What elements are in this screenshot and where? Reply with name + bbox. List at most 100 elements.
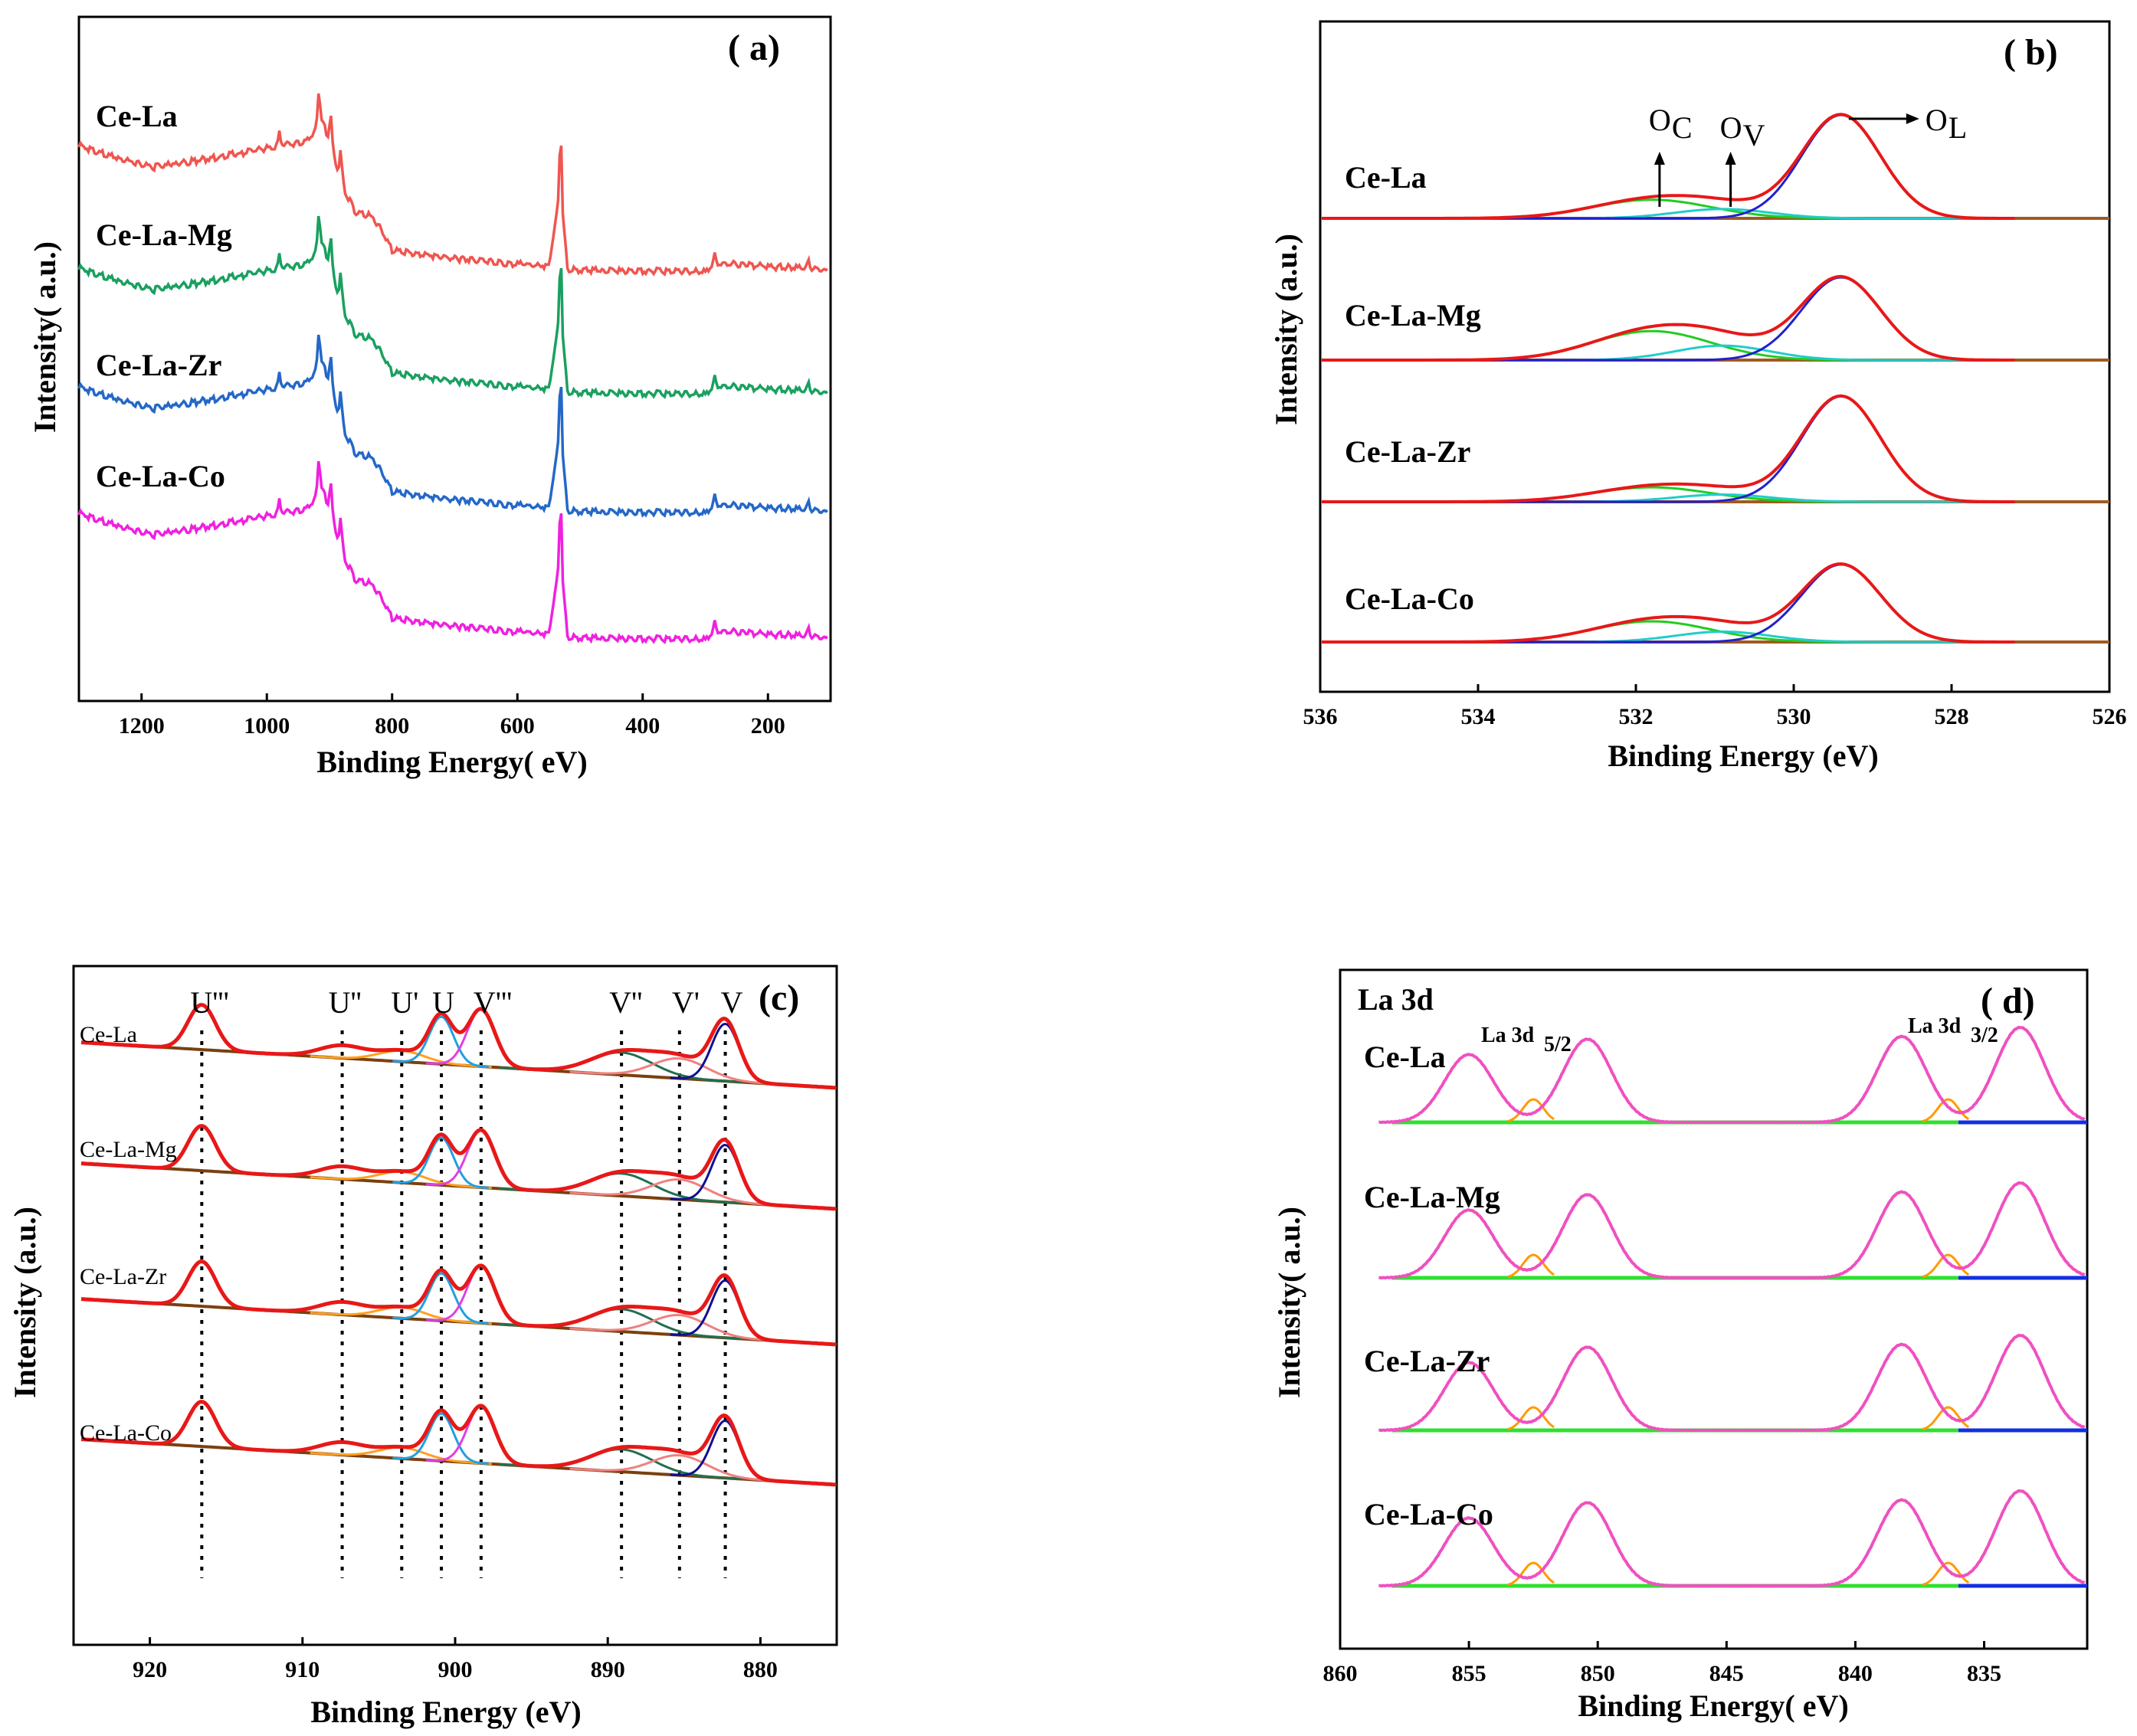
fit-component: [1507, 1253, 1555, 1279]
peak-label: U': [391, 985, 418, 1020]
envelope-line: [1378, 1333, 2086, 1433]
peak-label: V': [672, 985, 700, 1020]
panel-c-series-labels: Ce-La Ce-La-Mg Ce-La-Zr Ce-La-Co: [80, 1022, 177, 1446]
x-tick-label: 850: [1581, 1661, 1615, 1686]
x-tick-label: 600: [500, 713, 535, 739]
panel-d-frame: [1339, 968, 2089, 1650]
series-label: Ce-La-Co: [1364, 1497, 1493, 1531]
x-tick-label: 532: [1619, 704, 1654, 729]
peak-label: U''': [190, 985, 229, 1020]
fit-component: [392, 1015, 489, 1069]
x-tick-label: 845: [1709, 1661, 1744, 1686]
panel-d-label: ( d): [1981, 981, 2035, 1021]
panel-a-y-axis-label: Intensity( a.u.): [28, 241, 62, 433]
peak-annotation-sub: L: [1949, 110, 1967, 145]
fit-component: [1507, 1098, 1555, 1123]
series-label: Ce-La: [1364, 1040, 1446, 1074]
series-label: Ce-La: [96, 99, 178, 133]
panel-d-series: [1378, 1025, 2087, 1588]
fit-component: [1507, 1406, 1555, 1431]
panel-a-series: [77, 93, 828, 644]
x-tick-label: 526: [2093, 704, 2127, 729]
series-label: Ce-La: [80, 1022, 137, 1047]
fit-component: [1507, 1561, 1555, 1587]
x-tick-label: 534: [1461, 704, 1496, 729]
panel-d-x-ticks: 860 855 850 845 840 835: [1323, 1641, 2001, 1686]
panel-c-x-axis-label: Binding Energy (eV): [310, 1695, 581, 1729]
envelope-line: [1359, 113, 2015, 220]
peak-annotation-sub: V: [1743, 118, 1765, 152]
x-tick-label: 200: [751, 713, 785, 739]
envelope-line: [1359, 274, 2015, 362]
series-label: Ce-La-Co: [96, 459, 225, 493]
series-label: Ce-La-Mg: [1364, 1180, 1500, 1214]
panel-b-y-axis-label: Intensity (a.u.): [1269, 234, 1303, 425]
panel-c-ce3d-spectrum: (c) 920 910 900 890 880 Ce-La Ce-La-Mg Ce-La-Z…: [8, 965, 838, 1729]
envelope-line: [80, 1400, 836, 1487]
fit-component: [1359, 620, 2015, 644]
x-tick-label: 1000: [244, 713, 290, 739]
x-tick-label: 800: [375, 713, 409, 739]
envelope-line: [80, 1259, 836, 1347]
x-tick-label: 900: [438, 1657, 473, 1682]
fit-component: [392, 1272, 489, 1325]
series-line-ce-la-mg: [77, 215, 828, 399]
panel-d-series-labels: Ce-La Ce-La-Mg Ce-La-Zr Ce-La-Co: [1364, 1040, 1500, 1531]
series-label: Ce-La-Mg: [80, 1137, 177, 1162]
series-label: Ce-La-Mg: [1345, 298, 1481, 332]
envelope-line: [80, 1124, 836, 1211]
series-line-ce-la-co: [77, 460, 828, 644]
fit-component: [569, 1178, 788, 1207]
peak-annotation: O: [1926, 103, 1948, 137]
x-tick-label: 528: [1935, 704, 1969, 729]
arrow-head: [1906, 113, 1919, 124]
envelope-line: [80, 1003, 836, 1090]
envelope-line: [1378, 1181, 2086, 1280]
series-label: Ce-La-Zr: [96, 348, 221, 382]
fit-component: [392, 1412, 489, 1466]
panel-a-survey-spectrum: ( a) 1200 1000 800 600 400 200 Ce-LaCe-La-MgC…: [28, 15, 832, 779]
panel-a-series-labels: Ce-La Ce-La-Mg Ce-La-Zr Ce-La-Co: [96, 99, 232, 493]
peak-label: V'': [609, 985, 642, 1020]
panel-d-peak-group-labels: La 3d 5/2 La 3d 3/2: [1481, 1014, 1998, 1056]
x-tick-label: 920: [133, 1657, 167, 1682]
panel-a-label: ( a): [728, 28, 780, 68]
panel-b-x-axis-label: Binding Energy (eV): [1608, 739, 1878, 773]
series-label: Ce-La-Co: [1345, 581, 1474, 616]
panel-b-x-ticks: 536 534 532 530 528 526: [1303, 684, 2127, 729]
panel-c-peak-labels: U''' U'' U' U V''' V'' V' V: [190, 985, 742, 1020]
panel-d-la3d-spectrum: ( d) La 3d 860 855 850 845 840 835 Ce-La Ce-La…: [1272, 968, 2089, 1723]
panel-c-peak-guides: [200, 1030, 727, 1578]
peak-group-sub: 5/2: [1544, 1033, 1572, 1056]
x-tick-label: 890: [591, 1657, 625, 1682]
envelope-line: [1378, 1489, 2086, 1588]
x-tick-label: 860: [1323, 1661, 1358, 1686]
fit-component: [569, 1454, 788, 1483]
fit-component: [392, 1136, 489, 1190]
panel-b-frame: [1319, 20, 2111, 693]
series-line-ce-la-zr: [77, 334, 828, 518]
peak-group-label: La 3d: [1908, 1014, 1962, 1038]
series-label: Ce-La-Mg: [96, 218, 232, 252]
peak-label: V''': [474, 985, 513, 1020]
arrow-head: [1725, 152, 1736, 165]
panel-a-x-ticks: 1200 1000 800 600 400 200: [119, 693, 785, 739]
x-tick-label: 855: [1452, 1661, 1486, 1686]
series-label: Ce-La: [1345, 160, 1427, 195]
panel-d-x-axis-label: Binding Energy( eV): [1578, 1689, 1848, 1723]
panel-b-series: [1322, 113, 2109, 644]
fit-component: [1359, 486, 2015, 503]
arrow-head: [1654, 152, 1665, 165]
fit-component: [569, 1057, 788, 1086]
x-tick-label: 840: [1838, 1661, 1873, 1686]
x-tick-label: 835: [1967, 1661, 2001, 1686]
panel-b-o1s-spectrum: ( b) 536 534 532 530 528 526 Ce-LaCe-La-MgCe-…: [1269, 20, 2127, 773]
peak-group-label: La 3d: [1481, 1024, 1535, 1047]
envelope-line: [1359, 394, 2015, 503]
peak-group-sub: 3/2: [1971, 1024, 1998, 1047]
peak-annotation: O: [1720, 110, 1742, 145]
peak-label: V: [721, 985, 743, 1020]
x-tick-label: 1200: [119, 713, 165, 739]
